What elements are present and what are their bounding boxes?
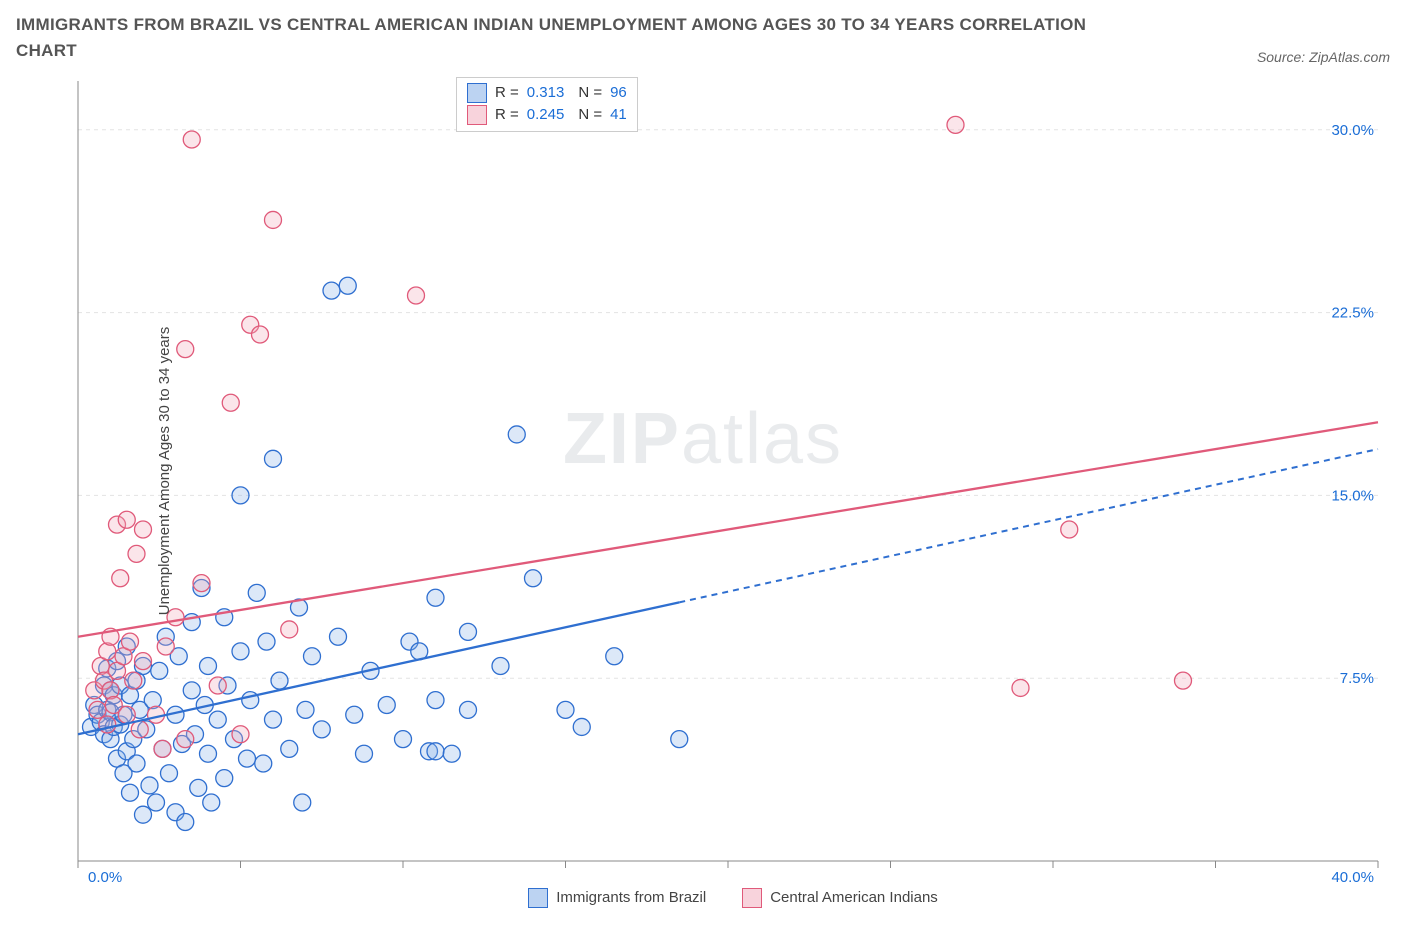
source-label: Source: (1257, 49, 1305, 65)
x-start-label: 0.0% (88, 869, 122, 886)
x-axis-end-labels: 0.0% 40.0% (16, 869, 1390, 886)
r-value-brazil: 0.313 (527, 82, 565, 105)
legend-label-brazil: Immigrants from Brazil (556, 889, 706, 906)
n-label: N = (578, 82, 602, 105)
svg-text:15.0%: 15.0% (1331, 487, 1374, 504)
svg-text:22.5%: 22.5% (1331, 304, 1374, 321)
scatter-plot: 7.5% 15.0% 22.5% 30.0% (16, 71, 1398, 871)
y-axis-label: Unemployment Among Ages 30 to 34 years (156, 326, 173, 615)
n-value-brazil: 96 (610, 82, 627, 105)
n-value-cai: 41 (610, 104, 627, 127)
chart-title: IMMIGRANTS FROM BRAZIL VS CENTRAL AMERIC… (16, 12, 1116, 65)
swatch-brazil (467, 83, 487, 103)
legend-item-brazil: Immigrants from Brazil (528, 888, 706, 908)
r-label: R = (495, 82, 519, 105)
source-attribution: Source: ZipAtlas.com (1257, 49, 1390, 65)
n-label: N = (578, 104, 602, 127)
stats-row-brazil: R = 0.313 N = 96 (467, 82, 627, 105)
x-end-label: 40.0% (1331, 869, 1374, 886)
stats-legend: R = 0.313 N = 96 R = 0.245 N = 41 (456, 77, 638, 132)
r-label: R = (495, 104, 519, 127)
swatch-brazil (528, 888, 548, 908)
svg-text:7.5%: 7.5% (1340, 670, 1374, 687)
chart-area: Unemployment Among Ages 30 to 34 years R… (16, 71, 1390, 871)
svg-text:30.0%: 30.0% (1331, 121, 1374, 138)
legend-item-cai: Central American Indians (742, 888, 938, 908)
r-value-cai: 0.245 (527, 104, 565, 127)
legend-label-cai: Central American Indians (770, 889, 938, 906)
source-value: ZipAtlas.com (1309, 49, 1390, 65)
stats-row-cai: R = 0.245 N = 41 (467, 104, 627, 127)
swatch-cai (742, 888, 762, 908)
series-legend: Immigrants from Brazil Central American … (16, 888, 1390, 908)
swatch-cai (467, 105, 487, 125)
